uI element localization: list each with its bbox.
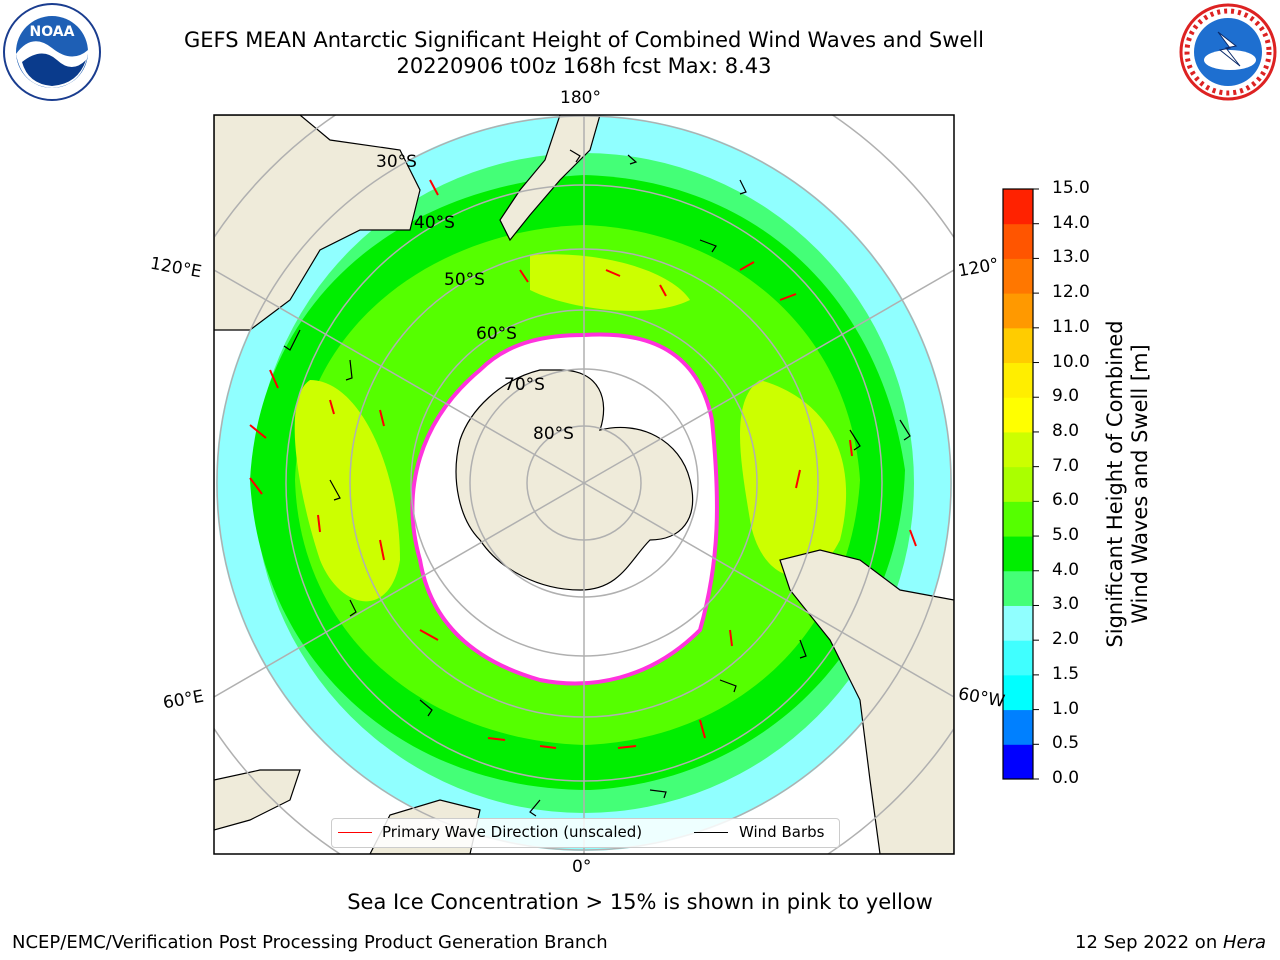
colorbar-tick-label: 14.0 [1052, 212, 1090, 233]
lon-label-0: 0° [572, 857, 592, 877]
graticule [214, 115, 954, 854]
footer-credit: NCEP/EMC/Verification Post Processing Pr… [12, 932, 608, 953]
chart-title: GEFS MEAN Antarctic Significant Height o… [183, 28, 985, 52]
colorbar-tick-label: 6.0 [1052, 490, 1080, 511]
colorbar-segment [1003, 327, 1033, 364]
legend-wind-label: Wind Barbs [739, 823, 825, 841]
wind-barbs [283, 149, 911, 817]
lat-label-50s: 50°S [444, 270, 485, 290]
colorbar-tick-label: 13.0 [1052, 247, 1090, 268]
colorbar-segment [1003, 397, 1033, 433]
colorbar-segment [1003, 189, 1033, 225]
colorbar-segment [1003, 709, 1033, 745]
footer-host: Hera [1222, 932, 1266, 953]
legend-wave-label: Primary Wave Direction (unscaled) [382, 823, 643, 841]
colorbar-tick-label: 11.0 [1052, 316, 1090, 337]
colorbar-segment [1003, 605, 1033, 641]
colorbar-frame [1002, 188, 1034, 780]
map-legend: Primary Wave Direction (unscaled) Wind B… [331, 818, 840, 848]
wave-field-high-west [294, 380, 400, 602]
land-antarctica [455, 369, 694, 591]
colorbar-tick-label: 7.0 [1052, 455, 1080, 476]
colorbar-tick-label: 2.0 [1052, 629, 1080, 650]
colorbar-segment [1003, 536, 1033, 572]
colorbar-segment [1003, 258, 1033, 294]
lat-label-60s: 60°S [476, 324, 517, 344]
lon-label-180: 180° [560, 88, 601, 108]
colorbar-tick-label: 0.5 [1052, 733, 1080, 754]
colorbar-tick-label: 10.0 [1052, 351, 1090, 372]
colorbar-segment [1003, 501, 1033, 537]
noaa-logo-icon: NOAA [3, 3, 101, 101]
chart-subtitle: 20220906 t00z 168h fcst Max: 8.43 [396, 54, 772, 78]
colorbar-tick-label: 5.0 [1052, 525, 1080, 546]
footer-date: 12 Sep 2022 on Hera [1075, 932, 1266, 953]
colorbar-segment [1003, 293, 1033, 329]
colorbar-tick-label: 0.0 [1052, 768, 1080, 788]
noaa-logo-text: NOAA [30, 24, 75, 40]
sea-ice-note: Sea Ice Concentration > 15% is shown in … [347, 890, 933, 914]
colorbar-tick-label: 1.5 [1052, 663, 1080, 684]
land-madagascar [214, 769, 301, 831]
colorbar-label-line2: Wind Waves and Swell [m] [1128, 344, 1152, 624]
lat-label-70s: 70°S [504, 375, 545, 395]
nws-logo-icon [1179, 3, 1277, 101]
colorbar-segment [1003, 570, 1033, 606]
colorbar-segment [1003, 223, 1033, 259]
colorbar-segment [1003, 640, 1033, 676]
colorbar-tick-label: 1.0 [1052, 698, 1080, 719]
colorbar-segment [1003, 362, 1033, 398]
lat-label-30s: 30°S [376, 152, 417, 172]
colorbar-tick-label: 15.0 [1052, 178, 1090, 198]
colorbar [1002, 188, 1039, 780]
colorbar-tick-label: 9.0 [1052, 386, 1080, 407]
colorbar-tick-label: 12.0 [1052, 282, 1090, 303]
wave-field-high-east [740, 380, 847, 577]
colorbar-tick-label: 3.0 [1052, 594, 1080, 615]
land-australia [214, 115, 421, 331]
legend-wind-swatch [694, 832, 728, 833]
colorbar-segment [1003, 466, 1033, 502]
wave-field-high-north [530, 254, 690, 311]
land-south-america [779, 549, 954, 854]
colorbar-segment [1003, 674, 1033, 711]
land-new-zealand [499, 115, 601, 242]
legend-wave-swatch [338, 832, 372, 833]
colorbar-segment [1003, 431, 1033, 468]
colorbar-tick-label: 8.0 [1052, 420, 1080, 441]
lat-label-80s: 80°S [533, 424, 574, 444]
map-frame [213, 114, 955, 855]
colorbar-segment [1003, 744, 1033, 780]
lat-label-40s: 40°S [414, 213, 455, 233]
colorbar-tick-label: 4.0 [1052, 559, 1080, 580]
wave-arrows [249, 179, 917, 749]
colorbar-label-line1: Significant Height of Combined [1103, 320, 1127, 648]
footer-date-text: 12 Sep 2022 on [1075, 932, 1223, 953]
